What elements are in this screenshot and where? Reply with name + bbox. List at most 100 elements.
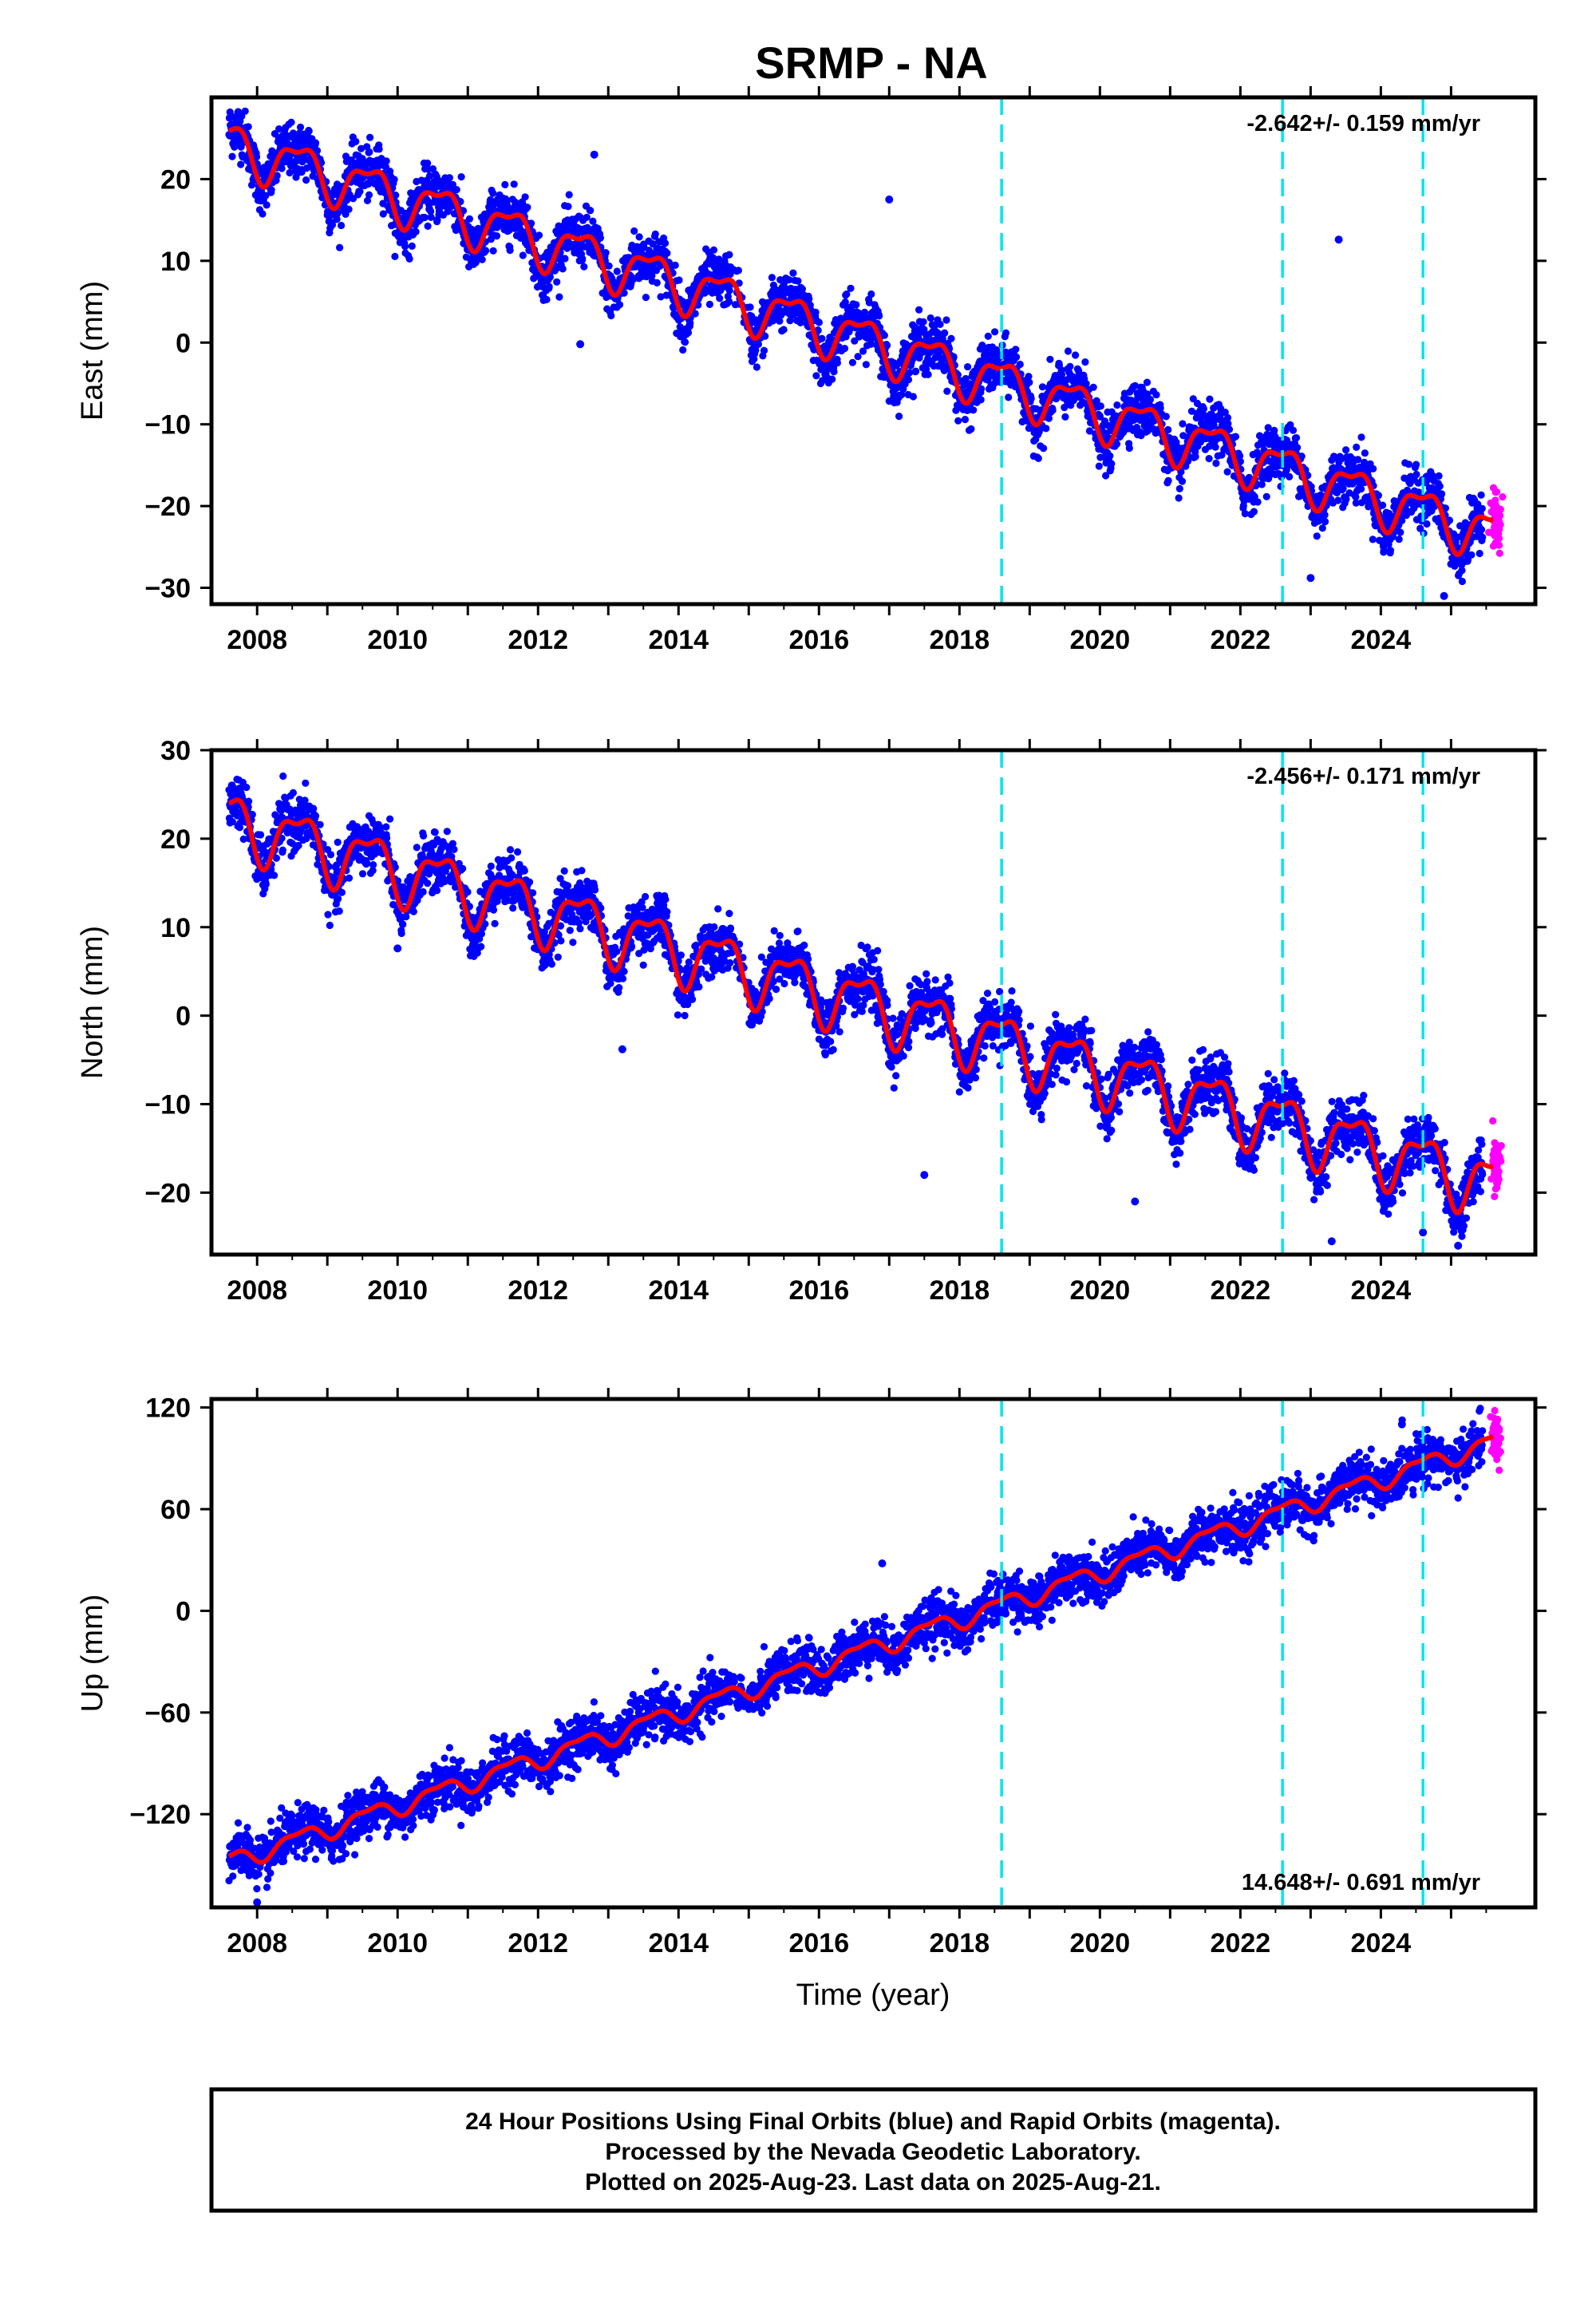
final-orbit-point [583,213,591,221]
final-orbit-point [262,192,270,200]
final-orbit-point [506,247,514,255]
final-orbit-point [602,249,610,257]
final-orbit-point [424,159,432,168]
final-orbit-point [1357,485,1365,493]
final-orbit-point [1146,395,1155,404]
final-orbit-point [391,252,399,260]
final-orbit-point [487,862,495,870]
final-orbit-point [814,326,822,334]
final-orbit-point [259,210,267,218]
final-orbit-point [854,353,862,361]
final-orbit-point [1361,449,1369,457]
final-orbit-point [358,870,367,878]
final-orbit-point [776,317,784,325]
final-orbit-point [1016,360,1024,369]
final-orbit-point [275,125,283,133]
final-orbit-point [1125,444,1133,453]
final-orbit-point [225,114,233,122]
final-orbit-point [1112,440,1121,448]
final-orbit-point [1108,460,1116,468]
final-orbit-point [420,832,428,840]
final-orbit-point [1012,346,1020,354]
final-orbit-point [1106,452,1114,460]
final-orbit-point [482,247,490,255]
final-orbit-point [419,887,427,896]
final-orbit-point [489,906,498,914]
final-orbit-point [589,217,597,225]
final-orbit-point [365,148,373,156]
final-orbit-point [661,239,670,247]
final-orbit-point [862,361,870,369]
final-orbit-point [642,294,650,302]
final-orbit-point [936,320,944,328]
rapid-orbit-point [1493,488,1501,496]
final-orbit-point [1045,414,1053,422]
final-orbit-point [564,203,572,211]
x-tick-label: 2016 [788,625,849,655]
final-orbit-point [579,255,587,263]
final-orbit-point [1369,536,1377,543]
final-orbit-point [298,158,306,166]
final-orbit-point [587,207,595,215]
y-tick-label: 20 [160,164,191,195]
east-data-points [225,107,1507,600]
final-orbit-point [241,107,249,115]
final-orbit-point [875,312,883,320]
final-orbit-point [919,318,927,326]
final-orbit-point [1152,391,1160,399]
final-orbit-point [867,290,875,298]
final-orbit-point [1178,477,1187,485]
final-orbit-point [1205,455,1213,463]
final-orbit-point [1286,472,1294,481]
final-orbit-point [390,176,398,184]
final-orbit-point [514,848,522,856]
final-orbit-point [289,788,297,797]
final-orbit-point [847,284,855,292]
final-orbit-point [954,417,962,425]
final-orbit-point [613,267,621,275]
final-orbit-point [338,888,346,896]
final-orbit-point [753,363,761,371]
final-orbit-point [366,133,374,141]
final-orbit-point [247,181,256,189]
final-orbit-point [1468,551,1476,559]
final-orbit-point [1357,433,1365,441]
final-orbit-point [1477,526,1486,534]
final-orbit-point [1143,378,1152,386]
outlier-point [590,150,598,159]
final-orbit-point [243,784,251,792]
final-orbit-point [909,393,917,401]
final-orbit-point [978,385,986,393]
final-orbit-point [1477,491,1485,499]
final-orbit-point [417,176,425,184]
final-orbit-point [679,346,687,354]
final-orbit-point [1395,536,1403,543]
y-tick-label: 10 [160,247,191,277]
final-orbit-point [780,326,788,334]
final-orbit-point [1013,353,1021,361]
final-orbit-point [545,283,553,290]
final-orbit-point [768,274,776,282]
final-orbit-point [805,294,813,303]
final-orbit-point [279,846,286,854]
final-orbit-point [478,255,486,263]
final-orbit-point [815,318,823,326]
final-orbit-point [338,221,346,230]
final-orbit-point [431,828,439,836]
final-orbit-point [399,920,407,928]
final-orbit-point [964,363,972,371]
final-orbit-point [523,204,531,211]
final-orbit-point [1369,464,1377,473]
final-orbit-point [705,300,714,308]
final-orbit-point [363,196,372,204]
final-orbit-point [798,285,807,293]
final-orbit-point [967,425,975,433]
final-orbit-point [1334,496,1342,504]
final-orbit-point [1025,378,1033,386]
final-orbit-point [1254,498,1262,506]
rapid-orbit-point [1495,549,1503,557]
final-orbit-point [1354,456,1362,464]
final-orbit-point [941,329,949,337]
final-orbit-point [761,332,769,340]
